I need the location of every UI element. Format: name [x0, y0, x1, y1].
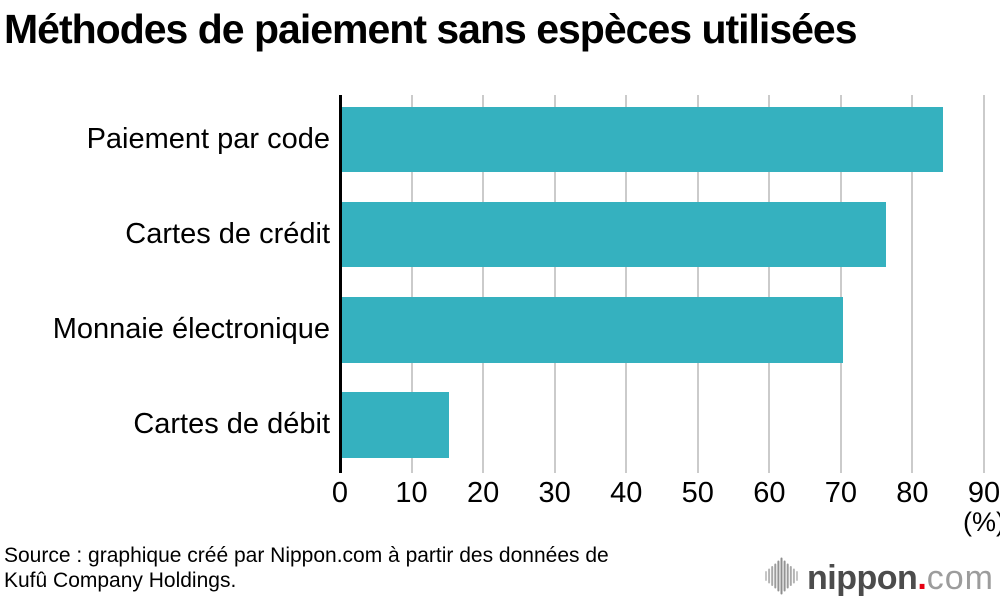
x-tick-label-40: 40	[610, 477, 643, 509]
bar-0	[342, 106, 944, 172]
category-label-3: Cartes de débit	[133, 408, 330, 441]
gridline-60	[768, 95, 771, 473]
bar-3	[342, 392, 450, 458]
bar-2	[342, 297, 843, 363]
x-tick-label-80: 80	[896, 477, 929, 509]
x-tick-label-20: 20	[466, 477, 500, 509]
source-line-2: Kufû Company Holdings.	[4, 569, 237, 592]
gridline-30	[553, 95, 556, 473]
source-line-1: Source : graphique créé par Nippon.com à…	[4, 544, 609, 567]
soundwave-icon	[765, 557, 799, 595]
logo-text-com: com	[926, 559, 994, 597]
x-tick-label-90: 90	[967, 477, 1000, 509]
y-axis-line	[339, 95, 342, 473]
gridline-20	[482, 95, 485, 473]
gridline-50	[696, 95, 699, 473]
gridline-90	[983, 95, 985, 473]
logo-red-dot: .	[917, 559, 927, 597]
category-label-1: Cartes de crédit	[125, 217, 330, 250]
x-axis-unit-label: (%)	[963, 507, 1000, 537]
category-label-0: Paiement par code	[86, 122, 330, 155]
category-label-2: Monnaie électronique	[52, 313, 330, 346]
gridline-80	[911, 95, 914, 473]
x-tick-label-0: 0	[331, 477, 349, 509]
bar-1	[342, 201, 886, 268]
chart-title: Méthodes de paiement sans espèces utilis…	[4, 6, 858, 52]
x-tick-label-30: 30	[538, 477, 571, 509]
gridline-70	[839, 95, 842, 473]
source-note: Source : graphique créé par Nippon.com à…	[4, 543, 609, 593]
x-tick-label-70: 70	[824, 477, 857, 509]
x-tick-label-10: 10	[395, 477, 428, 509]
gridline-40	[625, 95, 628, 473]
gridline-10	[410, 95, 413, 473]
logo-text-nippon: nippon	[807, 559, 918, 597]
x-tick-label-60: 60	[753, 477, 786, 509]
x-tick-label-50: 50	[681, 477, 714, 509]
nippon-logo: nippon . com	[765, 556, 994, 598]
